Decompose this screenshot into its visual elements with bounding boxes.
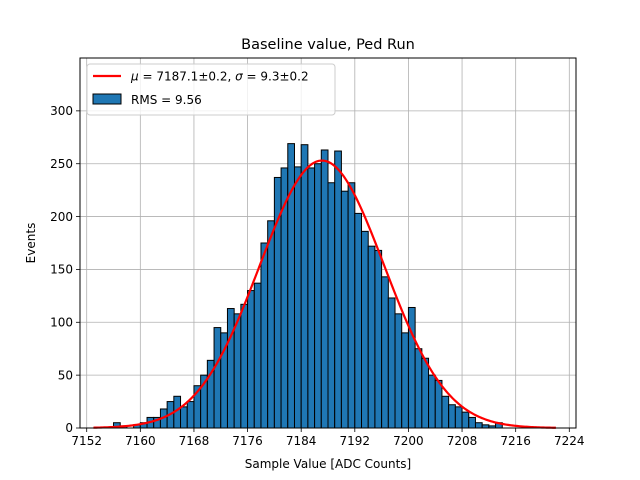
histogram-bar	[247, 290, 255, 429]
histogram-bar	[226, 308, 235, 429]
gaussian-fit-curve	[93, 159, 556, 429]
chart-title: Baseline value, Ped Run	[241, 37, 415, 53]
histogram-bar	[354, 212, 363, 429]
histogram-bar	[361, 230, 369, 429]
y-tick-label: 150	[50, 263, 73, 277]
x-tick-label: 7184	[286, 434, 317, 448]
y-axis-label: Events	[24, 223, 38, 264]
histogram-bar	[213, 327, 222, 429]
histogram-bar	[260, 242, 269, 429]
histogram-bar	[253, 282, 262, 429]
x-tick-label: 7216	[500, 434, 531, 448]
histogram-bar	[367, 245, 376, 429]
legend-hist-swatch	[92, 93, 122, 105]
x-tick-label: 7200	[393, 434, 424, 448]
histogram-bar	[401, 332, 409, 429]
legend-mu-text: = 7187.1±0.2,	[139, 70, 235, 84]
x-tick-label: 7192	[340, 434, 371, 448]
axis-ticks: 7152 7160 7168 7176 7184 7192 7200 7208 7216 7224…	[50, 104, 584, 448]
legend-sigma-text: = 9.3±0.2	[243, 70, 309, 84]
legend-hist-label: RMS = 9.56	[131, 93, 202, 107]
histogram-bar	[468, 416, 476, 429]
histogram-bar	[314, 163, 322, 429]
histogram-bar	[448, 404, 456, 429]
histogram-bar	[474, 422, 483, 429]
histogram-bar	[320, 149, 329, 429]
histogram-bar	[394, 313, 403, 429]
legend-sigma-symbol: σ	[235, 70, 243, 84]
histogram-bar	[327, 182, 336, 429]
histogram-bar	[414, 348, 423, 429]
legend: μ = 7187.1±0.2, σ = 9.3±0.2 RMS = 9.56	[86, 63, 336, 116]
histogram-bar	[334, 150, 342, 429]
legend-box	[86, 63, 336, 116]
legend-fit-label: μ = 7187.1±0.2, σ = 9.3±0.2	[130, 70, 309, 84]
axes-frame	[79, 57, 577, 429]
histogram-bar	[454, 406, 463, 429]
histogram-bar	[293, 166, 302, 429]
y-tick-label: 250	[50, 157, 73, 171]
histogram-bar	[267, 220, 275, 429]
histogram-bar	[428, 374, 436, 429]
y-tick-label: 50	[58, 368, 73, 382]
y-tick-label: 0	[65, 421, 73, 435]
histogram-bar	[186, 401, 195, 429]
x-tick-label: 7152	[71, 434, 102, 448]
x-tick-label: 7168	[179, 434, 210, 448]
histogram-bar	[180, 406, 188, 429]
legend-mu-symbol: μ	[130, 70, 139, 84]
histogram-bar	[421, 357, 430, 429]
y-tick-label: 300	[50, 104, 73, 118]
histogram-bar	[347, 182, 356, 429]
histogram-bar	[340, 190, 349, 429]
histogram-bar	[233, 313, 242, 429]
y-tick-label: 200	[50, 210, 73, 224]
histogram-bar	[434, 379, 443, 429]
histogram-bar	[307, 167, 316, 429]
x-tick-label: 7160	[125, 434, 156, 448]
histogram-bar	[240, 303, 249, 429]
plot-area	[79, 57, 577, 429]
histogram-bar	[387, 297, 396, 429]
x-tick-label: 7208	[447, 434, 478, 448]
x-tick-label: 7224	[554, 434, 585, 448]
y-tick-label: 100	[50, 315, 73, 329]
histogram-bar	[374, 249, 383, 429]
histogram-bar	[300, 144, 309, 429]
histogram-bar	[441, 395, 450, 429]
x-tick-label: 7176	[232, 434, 263, 448]
histogram-bar	[461, 411, 470, 429]
x-axis-label: Sample Value [ADC Counts]	[245, 457, 411, 471]
histogram-bar	[381, 276, 389, 429]
